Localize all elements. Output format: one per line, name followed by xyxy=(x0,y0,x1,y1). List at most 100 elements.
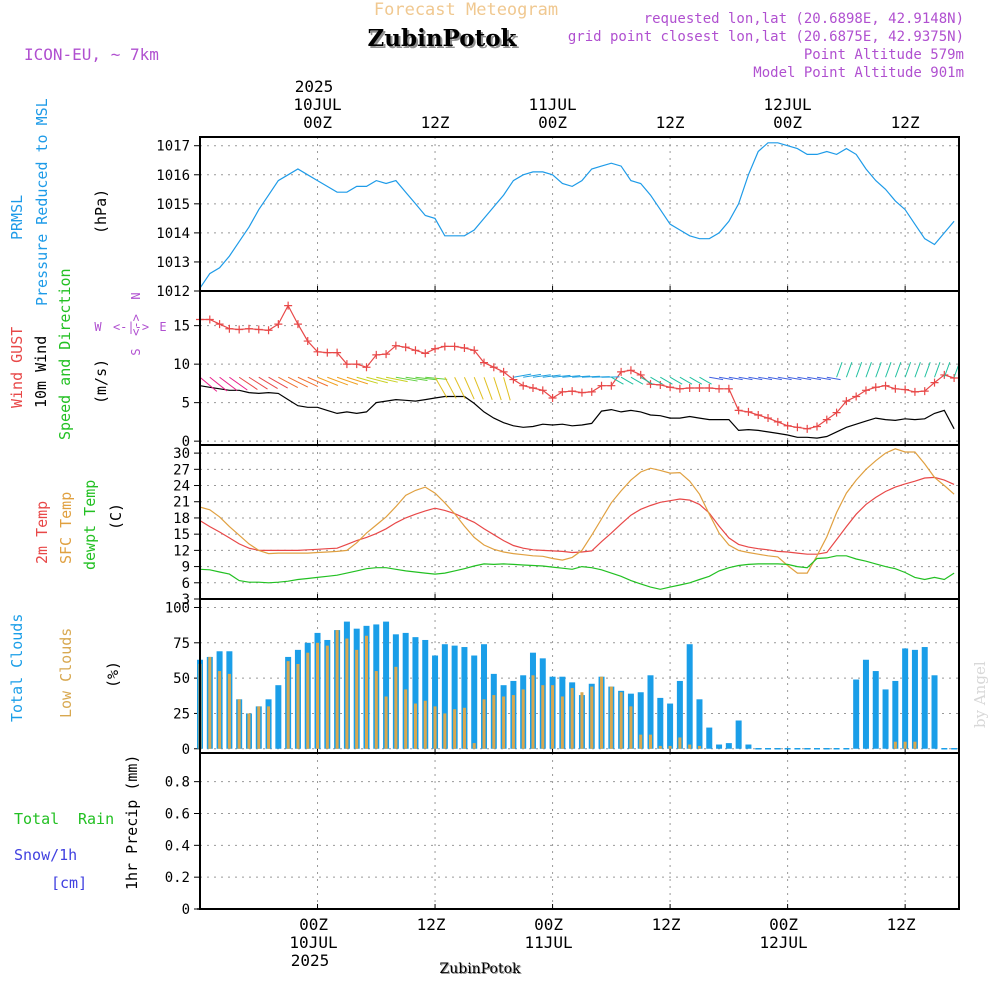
wind-label-speed-dir: Speed and Direction xyxy=(56,268,74,440)
low-cloud-bar xyxy=(316,642,320,749)
low-cloud-bar xyxy=(384,696,388,749)
low-cloud-bar xyxy=(227,673,231,749)
top-tick-label: 12Z xyxy=(891,113,920,132)
gust-marker xyxy=(401,343,410,352)
wind-direction-arrow xyxy=(797,376,812,381)
top-tick-label: 00Z xyxy=(538,113,567,132)
total-cloud-bar xyxy=(892,680,899,749)
gust-marker xyxy=(734,406,743,415)
low-cloud-bar xyxy=(541,685,545,749)
top-tick-label: 00Z xyxy=(303,113,332,132)
bottom-time-axis: 00Z 12Z 00Z 12Z 00Z 12Z 10JUL 11JUL 12JUL xyxy=(289,915,916,952)
y-tick-label-wind: 15 xyxy=(173,319,190,335)
y-tick-label-temp: 18 xyxy=(173,511,190,527)
panel-pressure: 1012 1013 1014 1015 1016 1017 xyxy=(156,136,960,300)
wind-direction-arrow xyxy=(542,374,561,378)
gust-marker xyxy=(597,381,606,390)
low-cloud-bar xyxy=(570,688,574,749)
low-cloud-bar xyxy=(600,676,604,749)
gust-marker xyxy=(431,344,440,353)
wind-direction-arrow xyxy=(943,362,951,378)
wind-direction-arrow xyxy=(248,376,268,390)
y-tick-label-precip: 0.8 xyxy=(165,775,190,791)
gust-marker xyxy=(548,394,557,403)
temp-label-sfc: SFC Temp xyxy=(57,492,75,564)
total-cloud-bar xyxy=(637,692,644,749)
y-tick-label-clouds: 50 xyxy=(173,671,190,687)
wind-direction-arrow xyxy=(346,376,369,385)
wind-direction-arrow xyxy=(523,373,542,378)
low-cloud-bar xyxy=(590,686,594,749)
precip-label-cm: [cm] xyxy=(51,874,87,892)
watermark: by Angel xyxy=(971,661,989,728)
wind-direction-arrow xyxy=(934,362,941,378)
gust-marker xyxy=(920,387,929,396)
gust-marker xyxy=(372,350,381,359)
compass-rose: W E N S <-|-> <-> xyxy=(94,292,166,355)
total-cloud-bar xyxy=(647,675,654,749)
gust-marker xyxy=(274,320,283,329)
gust-marker xyxy=(333,348,342,357)
gust-marker xyxy=(793,423,802,432)
wind-direction-arrow xyxy=(395,376,418,382)
total-cloud-bar xyxy=(745,744,752,749)
wind-direction-arrow xyxy=(620,376,634,385)
low-cloud-bar xyxy=(394,666,398,749)
low-cloud-bar xyxy=(247,713,251,749)
wind-direction-arrow xyxy=(385,376,408,383)
gust-marker xyxy=(764,414,773,423)
gust-marker xyxy=(450,342,459,351)
wind-direction-arrow xyxy=(845,362,853,378)
location-title: ZubinPotok xyxy=(368,25,518,52)
gust-marker xyxy=(626,366,635,375)
low-cloud-bar xyxy=(404,689,408,749)
compass-north: N xyxy=(129,292,143,299)
total-cloud-bar xyxy=(911,649,918,749)
wind-direction-arrow xyxy=(855,362,863,378)
low-cloud-bar xyxy=(364,635,368,749)
low-cloud-bar xyxy=(658,745,662,749)
total-cloud-bar xyxy=(872,671,879,749)
wind-direction-arrow xyxy=(483,377,493,400)
total-cloud-bar xyxy=(686,644,693,749)
wind-direction-arrow xyxy=(894,362,902,378)
wind-direction-arrow xyxy=(689,376,703,385)
series-line-prmsl xyxy=(199,142,955,289)
gust-marker xyxy=(950,374,959,383)
wind-label-gust: Wind GUST xyxy=(8,327,26,408)
wind-direction-arrow xyxy=(718,376,733,381)
low-cloud-bar xyxy=(325,645,329,749)
gust-marker xyxy=(293,320,302,329)
total-cloud-bar xyxy=(471,655,478,749)
y-tick-label-clouds: 0 xyxy=(182,742,190,758)
total-cloud-bar xyxy=(461,647,468,749)
wind-direction-arrow xyxy=(836,362,843,378)
gust-marker xyxy=(587,387,596,396)
y-tick-label-precip: 0.4 xyxy=(165,838,190,854)
precip-label-total: Total xyxy=(14,810,59,828)
gust-marker xyxy=(803,424,812,433)
wind-direction-arrow xyxy=(366,376,388,384)
low-cloud-bar xyxy=(286,661,290,749)
footer-location: ZubinPotok xyxy=(439,961,521,977)
panel-frame-pressure xyxy=(199,136,960,292)
pressure-label-2: Pressure Reduced to MSL xyxy=(33,98,51,306)
gust-marker xyxy=(244,324,253,333)
wind-direction-arrow xyxy=(914,362,921,378)
requested-location: requested lon,lat (20.6898E, 42.9148N) xyxy=(644,11,964,27)
total-cloud-bar xyxy=(657,697,664,749)
wind-direction-arrow xyxy=(493,377,502,401)
wind-direction-arrow xyxy=(473,377,484,400)
gust-marker xyxy=(832,408,841,417)
wind-direction-arrow xyxy=(816,376,831,381)
bottom-tick-label: 12Z xyxy=(887,915,916,934)
gust-marker xyxy=(225,324,234,333)
wind-direction-arrow xyxy=(356,376,378,384)
gust-marker xyxy=(382,350,391,359)
wind-direction-arrow xyxy=(630,376,644,385)
top-date-label: 12JUL xyxy=(764,95,812,114)
wind-direction-arrow xyxy=(258,376,278,389)
gust-marker xyxy=(303,337,312,346)
point-altitude: Point Altitude 579m xyxy=(804,47,964,63)
